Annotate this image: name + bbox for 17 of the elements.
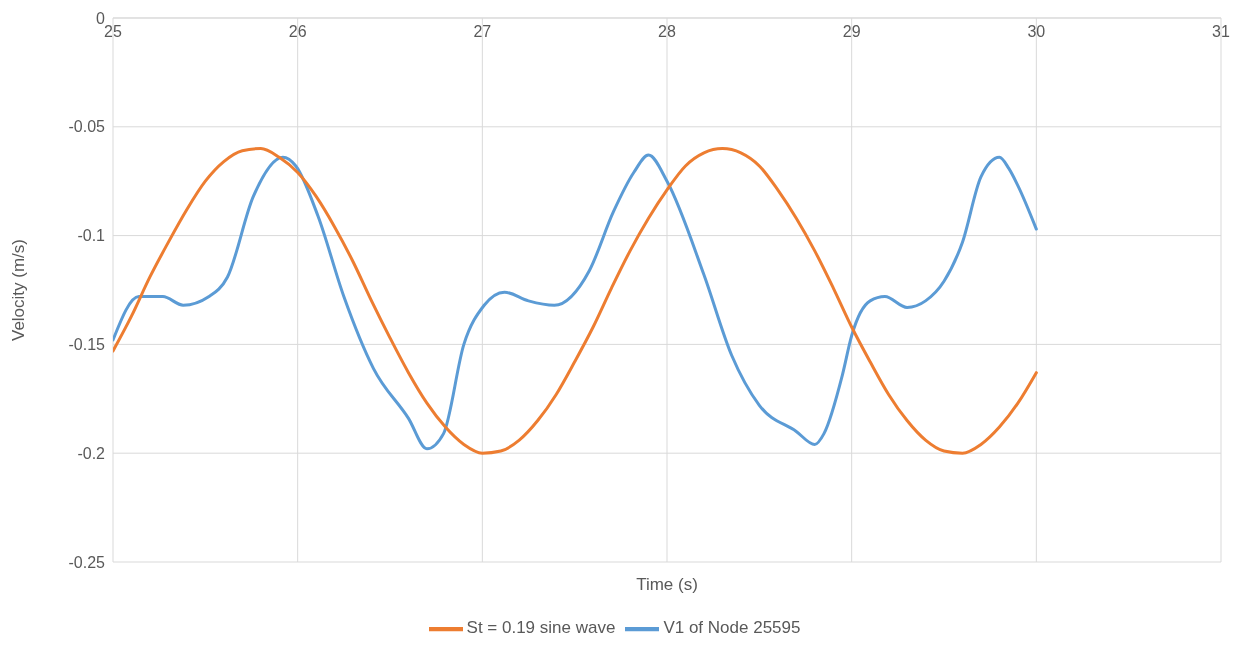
x-tick-label: 26: [288, 23, 307, 41]
x-axis-title: Time (s): [636, 575, 698, 594]
legend-label: St = 0.19 sine wave: [466, 618, 616, 638]
y-tick-label: -0.1: [77, 227, 106, 245]
x-tick-label: 29: [842, 23, 861, 41]
y-tick-label: -0.25: [68, 553, 106, 571]
y-tick-label: -0.05: [68, 118, 106, 136]
x-tick-label: 28: [658, 23, 676, 41]
x-tick-label: 27: [473, 23, 492, 41]
y-tick-label: -0.15: [68, 336, 106, 354]
y-axis-title: Velocity (m/s): [9, 238, 29, 342]
y-tick-label: 0: [96, 9, 106, 27]
legend-label: V1 of Node 25595: [663, 618, 801, 638]
y-tick-label: -0.2: [77, 444, 106, 462]
x-tick-label: 31: [1212, 23, 1230, 41]
x-tick-label: 30: [1027, 23, 1046, 41]
x-tick-label: 25: [104, 23, 122, 41]
